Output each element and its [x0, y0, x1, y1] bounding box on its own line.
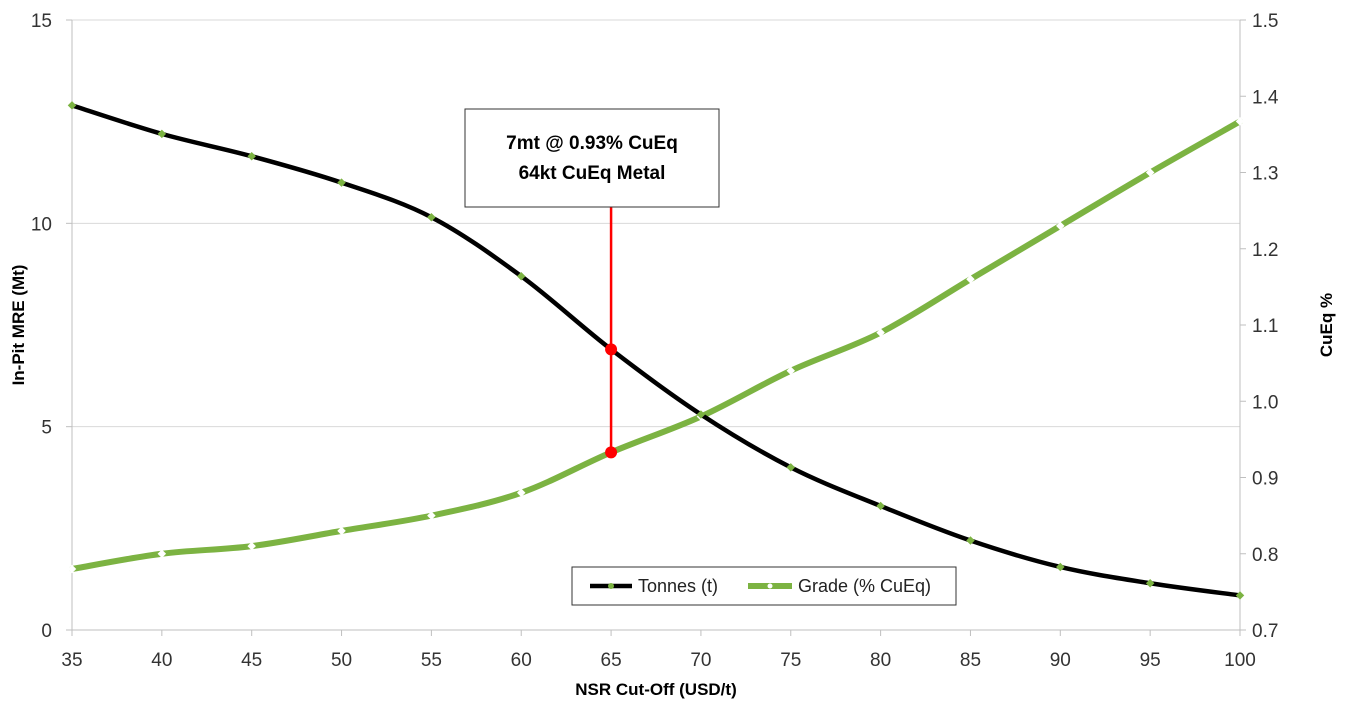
- annotation-line-1: 7mt @ 0.93% CuEq: [506, 133, 678, 154]
- legend-marker-tonnes: [608, 583, 614, 589]
- x-tick-label: 40: [151, 650, 172, 671]
- data-point-tonnes: [157, 129, 167, 139]
- x-tick-label: 95: [1140, 650, 1161, 671]
- annotation: 7mt @ 0.93% CuEq 64kt CuEq Metal: [464, 108, 720, 459]
- right-tick-label: 1.1: [1252, 316, 1278, 337]
- data-point-tonnes: [786, 463, 796, 472]
- data-point-tonnes: [1235, 591, 1245, 600]
- x-tick-label: 45: [241, 650, 262, 671]
- data-point-tonnes: [247, 151, 256, 161]
- left-axis-title: In-Pit MRE (Mt): [9, 265, 28, 386]
- right-tick-label: 1.2: [1252, 240, 1278, 261]
- x-tick-label: 70: [690, 650, 711, 671]
- annotation-dot-grade: [605, 446, 618, 459]
- data-point-tonnes: [427, 212, 436, 222]
- data-point-grade: [337, 526, 346, 536]
- annotation-dot-tonnes: [605, 343, 618, 356]
- left-tick-label: 5: [41, 418, 52, 439]
- right-axis-title: CuEq %: [1317, 293, 1336, 357]
- x-tick-label: 60: [511, 650, 532, 671]
- right-tick-label: 1.4: [1252, 87, 1279, 108]
- right-tick-label: 1.0: [1252, 392, 1278, 413]
- right-tick-label: 0.9: [1252, 469, 1278, 490]
- data-point-grade: [876, 328, 885, 337]
- right-tick-label: 1.3: [1252, 164, 1278, 185]
- series-layer: [67, 101, 1245, 600]
- annotation-line-2: 64kt CuEq Metal: [519, 163, 666, 184]
- data-point-tonnes: [516, 271, 526, 281]
- x-axis-title: NSR Cut-Off (USD/t): [575, 680, 736, 699]
- legend-label-tonnes: Tonnes (t): [638, 576, 718, 596]
- left-axis-ticks: 0 5 10 15: [31, 11, 72, 642]
- x-tick-label: 35: [61, 650, 82, 671]
- right-tick-label: 1.5: [1252, 11, 1278, 32]
- right-tick-label: 0.8: [1252, 545, 1278, 566]
- data-point-tonnes: [876, 501, 885, 511]
- left-tick-label: 15: [31, 11, 52, 32]
- legend-marker-grade: [767, 583, 773, 589]
- x-tick-label: 90: [1050, 650, 1071, 671]
- series-line-tonnes: [69, 103, 1243, 598]
- x-tick-label: 65: [601, 650, 622, 671]
- left-tick-label: 0: [41, 621, 52, 642]
- right-tick-label: 0.7: [1252, 621, 1278, 642]
- x-tick-label: 80: [870, 650, 891, 671]
- x-tick-label: 100: [1224, 650, 1256, 671]
- data-point-tonnes: [696, 410, 706, 419]
- data-point-grade: [516, 488, 526, 497]
- data-point-tonnes: [966, 536, 975, 545]
- x-tick-label: 85: [960, 650, 981, 671]
- data-point-grade: [786, 366, 796, 375]
- data-point-tonnes: [1145, 578, 1155, 588]
- annotation-box: [464, 108, 720, 208]
- legend-label-grade: Grade (% CuEq): [798, 576, 931, 596]
- data-point-grade: [427, 511, 436, 520]
- x-tick-label: 50: [331, 650, 352, 671]
- x-tick-label: 55: [421, 650, 442, 671]
- x-axis-ticks: 35 40 45 50 55 60 65 70 75 80 85 90 95 100: [61, 630, 1256, 671]
- data-point-tonnes: [1056, 562, 1065, 572]
- data-point-tonnes: [337, 178, 346, 187]
- data-point-tonnes: [67, 101, 77, 110]
- legend: Tonnes (t) Grade (% CuEq): [571, 566, 957, 606]
- right-axis-ticks: 0.7 0.8 0.9 1.0 1.1 1.2 1.3 1.4 1.5: [1240, 11, 1279, 642]
- x-tick-label: 75: [780, 650, 801, 671]
- left-tick-label: 10: [31, 214, 52, 235]
- data-point-grade: [966, 275, 975, 284]
